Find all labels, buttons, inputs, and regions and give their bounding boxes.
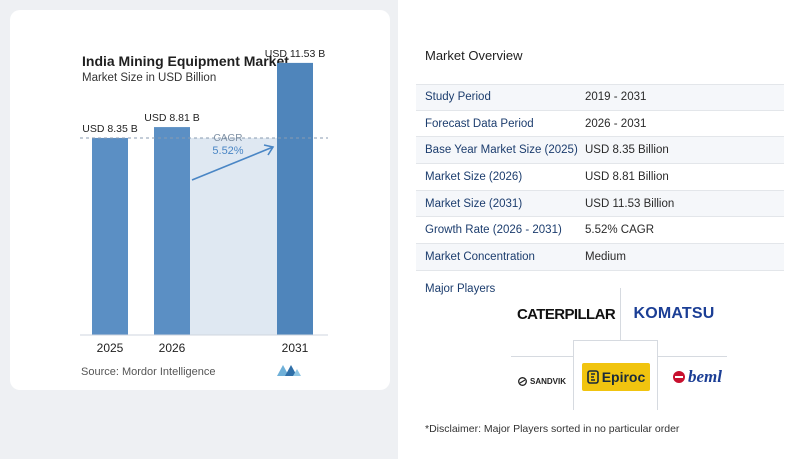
cagr-arrow [191,146,274,181]
data-label: USD 8.35 B [82,123,137,135]
bar [277,62,313,335]
overview-label: Forecast Data Period [425,117,534,130]
logo-divider [657,340,658,410]
overview-label: Market Concentration [425,250,535,263]
major-players-label: Major Players [425,283,496,295]
overview-value: 2019 - 2031 [585,91,647,104]
bar [92,137,128,335]
overview-label: Market Size (2031) [425,197,523,210]
x-tick-label: 2031 [282,341,309,355]
overview-value: 5.52% CAGR [585,224,655,237]
cagr-arrowhead [263,144,275,156]
data-label: USD 11.53 B [265,48,326,60]
overview-row: Market Concentration Medium [416,244,784,271]
beml-mark-icon [673,371,685,383]
komatsu-logo-text: KOMATSU [633,305,715,322]
overview-value: USD 11.53 Billion [585,197,675,210]
disclaimer: *Disclaimer: Major Players sorted in no … [425,423,680,435]
chart-title: India Mining Equipment Market [82,53,289,69]
logo-divider [657,356,727,357]
sandvik-logo-text: SANDVIK [529,376,566,386]
logo-divider [511,356,573,357]
chart-subtitle: Market Size in USD Billion [82,72,217,84]
overview-label: Study Period [425,91,491,104]
overview-value: 2026 - 2031 [585,117,647,130]
growth-shade [190,137,277,335]
caterpillar-logo: CATERPILLAR [516,300,616,328]
cagr-label: CAGR [214,133,243,144]
logo-divider [620,288,621,340]
cagr-value: 5.52% [212,145,243,157]
overview-value: USD 8.81 Billion [585,170,669,183]
logo-divider [573,340,657,341]
x-tick-label: 2025 [97,341,124,355]
overview-row: Growth Rate (2026 - 2031) 5.52% CAGR [416,217,784,245]
bar-chart: USD 8.35 B USD 8.81 B USD 11.53 B 2025 2026 2… [80,48,328,355]
source-note: Source: Mordor Intelligence [81,366,216,378]
overview-label: Market Size (2026) [425,170,523,183]
overview-row: Base Year Market Size (2025) USD 8.35 Bi… [416,137,784,165]
beml-logo: beml [667,363,727,391]
komatsu-logo: KOMATSU [626,300,722,328]
overview-row: Market Size (2031) USD 11.53 Billion [416,190,784,218]
overview-title: Market Overview [425,48,523,63]
overview-label: Base Year Market Size (2025) [425,144,578,157]
beml-logo-text: beml [688,367,722,386]
epiroc-mark-icon [586,370,599,384]
overview-row: Study Period 2019 - 2031 [416,84,784,111]
overview-value: USD 8.35 Billion [585,144,669,157]
logo-divider [573,340,574,410]
overview-value: Medium [585,250,626,263]
data-label: USD 8.81 B [144,112,199,124]
mordor-logo-icon [277,365,301,376]
bar [154,127,190,335]
epiroc-logo-text: Epiroc [601,369,646,385]
overview-row: Forecast Data Period 2026 - 2031 [416,111,784,138]
sandvik-mark-icon [518,376,527,386]
epiroc-logo: Epiroc [582,363,650,391]
overview-row: Market Size (2026) USD 8.81 Billion [416,164,784,191]
x-tick-label: 2026 [159,341,186,355]
sandvik-logo: SANDVIK [512,371,572,391]
overview-label: Growth Rate (2026 - 2031) [425,224,562,237]
overview-table: Study Period 2019 - 2031 Forecast Data P… [416,84,784,271]
caterpillar-logo-text: CATERPILLAR [516,305,616,323]
